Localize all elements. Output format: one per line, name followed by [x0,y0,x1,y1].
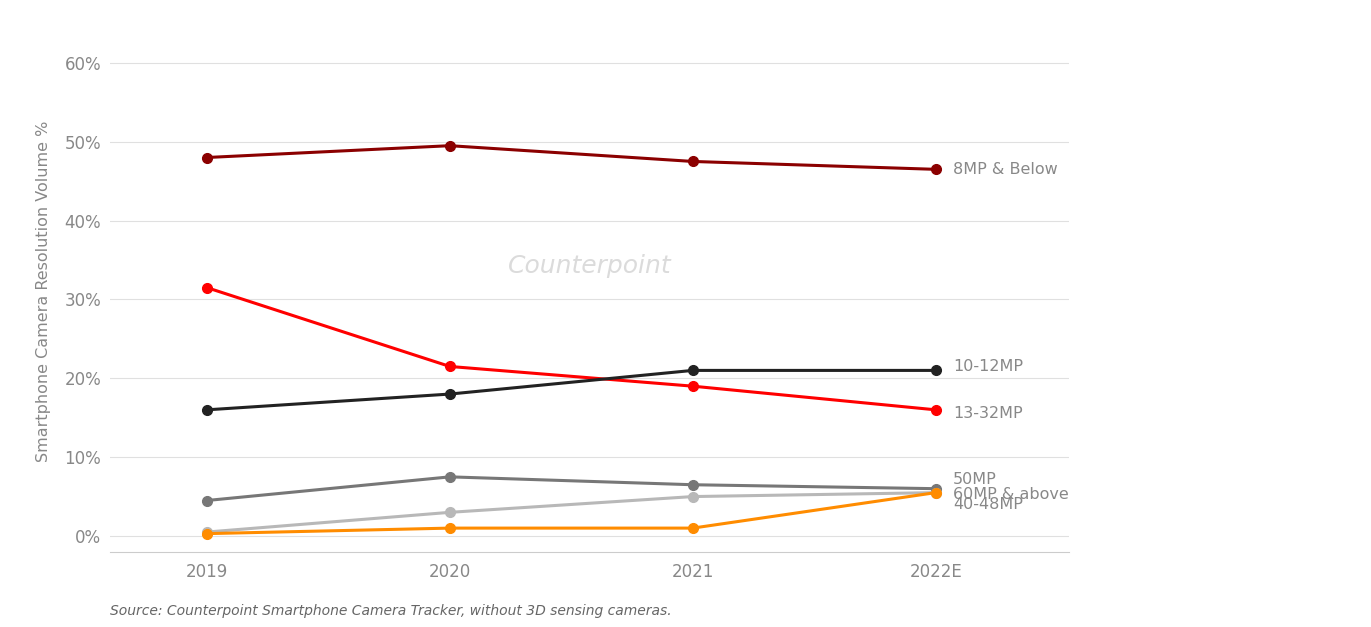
Text: Counterpoint: Counterpoint [507,253,672,278]
Text: 60MP & above: 60MP & above [953,487,1068,502]
Text: 50MP: 50MP [953,472,997,487]
Text: 40-48MP: 40-48MP [953,497,1023,512]
Text: 10-12MP: 10-12MP [953,359,1023,374]
Text: Source: Counterpoint Smartphone Camera Tracker, without 3D sensing cameras.: Source: Counterpoint Smartphone Camera T… [110,604,672,618]
Y-axis label: Smartphone Camera Resolution Volume %: Smartphone Camera Resolution Volume % [36,121,51,462]
Text: 13-32MP: 13-32MP [953,406,1023,421]
Text: 8MP & Below: 8MP & Below [953,162,1057,177]
